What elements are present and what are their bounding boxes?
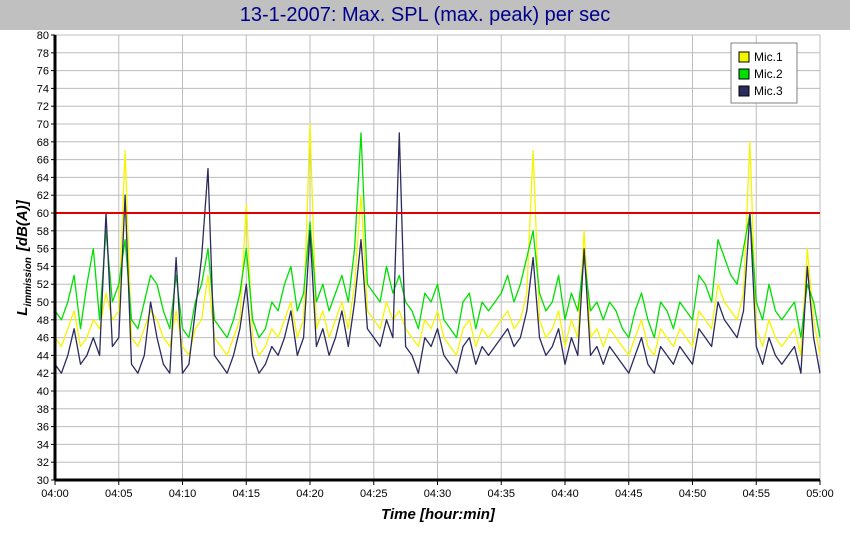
x-tick-label: 04:00 — [41, 488, 69, 500]
y-tick-label: 38 — [37, 404, 49, 416]
y-tick-label: 52 — [37, 279, 49, 291]
series-line-mic-3 — [54, 132, 821, 374]
x-tick-label: 04:50 — [679, 488, 707, 500]
grid-layer — [54, 34, 821, 481]
y-tick-label: 56 — [37, 244, 49, 256]
y-tick-label: 40 — [37, 386, 49, 398]
y-tick-label: 78 — [37, 48, 49, 60]
series-line-mic-1 — [54, 123, 821, 357]
y-tick-label: 32 — [37, 457, 49, 469]
y-tick-label: 62 — [37, 190, 49, 202]
x-tick-label: 04:05 — [105, 488, 133, 500]
x-tick-label: 04:10 — [169, 488, 197, 500]
legend-swatch — [738, 51, 750, 63]
x-tick-label: 05:00 — [806, 488, 834, 500]
y-axis-title-main: L — [14, 307, 31, 316]
y-tick-label: 80 — [37, 30, 49, 42]
title-bar — [0, 0, 850, 30]
y-tick-label: 64 — [37, 172, 49, 184]
series-line-mic-2 — [54, 132, 821, 339]
chart-title: 13-1-2007: Max. SPL (max. peak) per sec — [239, 4, 611, 26]
y-tick-label: 44 — [37, 350, 49, 362]
y-tick-label: 70 — [37, 119, 49, 131]
y-tick-label: 58 — [37, 226, 49, 238]
y-tick-label: 34 — [37, 439, 49, 451]
x-tick-label: 04:30 — [424, 488, 452, 500]
x-tick-label: 04:35 — [487, 488, 515, 500]
series-layer — [54, 123, 821, 374]
y-axis-title-subscript: immission — [23, 257, 34, 306]
y-axis-title: Limmission [dB(A)] — [14, 199, 34, 315]
legend: Mic.1 Mic.2 Mic.3 — [730, 42, 798, 104]
x-tick-label: 04:55 — [742, 488, 770, 500]
y-axis-title-unit: [dB(A)] — [14, 199, 31, 252]
y-tick-label: 54 — [37, 261, 49, 273]
y-tick-label: 66 — [37, 155, 49, 167]
y-tick-label: 76 — [37, 66, 49, 78]
legend-swatch — [738, 85, 750, 97]
y-tick-label: 30 — [37, 475, 49, 487]
y-tick-label: 74 — [37, 83, 49, 95]
y-tick-label: 72 — [37, 101, 49, 113]
x-tick-label: 04:15 — [232, 488, 260, 500]
legend-swatch — [738, 68, 750, 80]
y-tick-label: 68 — [37, 137, 49, 149]
legend-label: Mic.1 — [754, 50, 783, 64]
x-axis-title: Time [hour:min] — [381, 506, 496, 523]
y-tick-label: 36 — [37, 422, 49, 434]
legend-label: Mic.3 — [754, 84, 783, 98]
legend-label: Mic.2 — [754, 67, 783, 81]
y-tick-label: 60 — [37, 208, 49, 220]
x-tick-label: 04:40 — [551, 488, 579, 500]
x-tick-label: 04:25 — [360, 488, 388, 500]
y-tick-label: 46 — [37, 333, 49, 345]
y-tick-label: 42 — [37, 368, 49, 380]
axis-layer: 30 32 34 36 38 40 42 44 46 48 50 52 54 56 58 60 62 64 66 68… — [37, 30, 834, 500]
x-tick-label: 04:20 — [296, 488, 324, 500]
y-tick-label: 48 — [37, 315, 49, 327]
x-tick-label: 04:45 — [615, 488, 643, 500]
y-tick-label: 50 — [37, 297, 49, 309]
